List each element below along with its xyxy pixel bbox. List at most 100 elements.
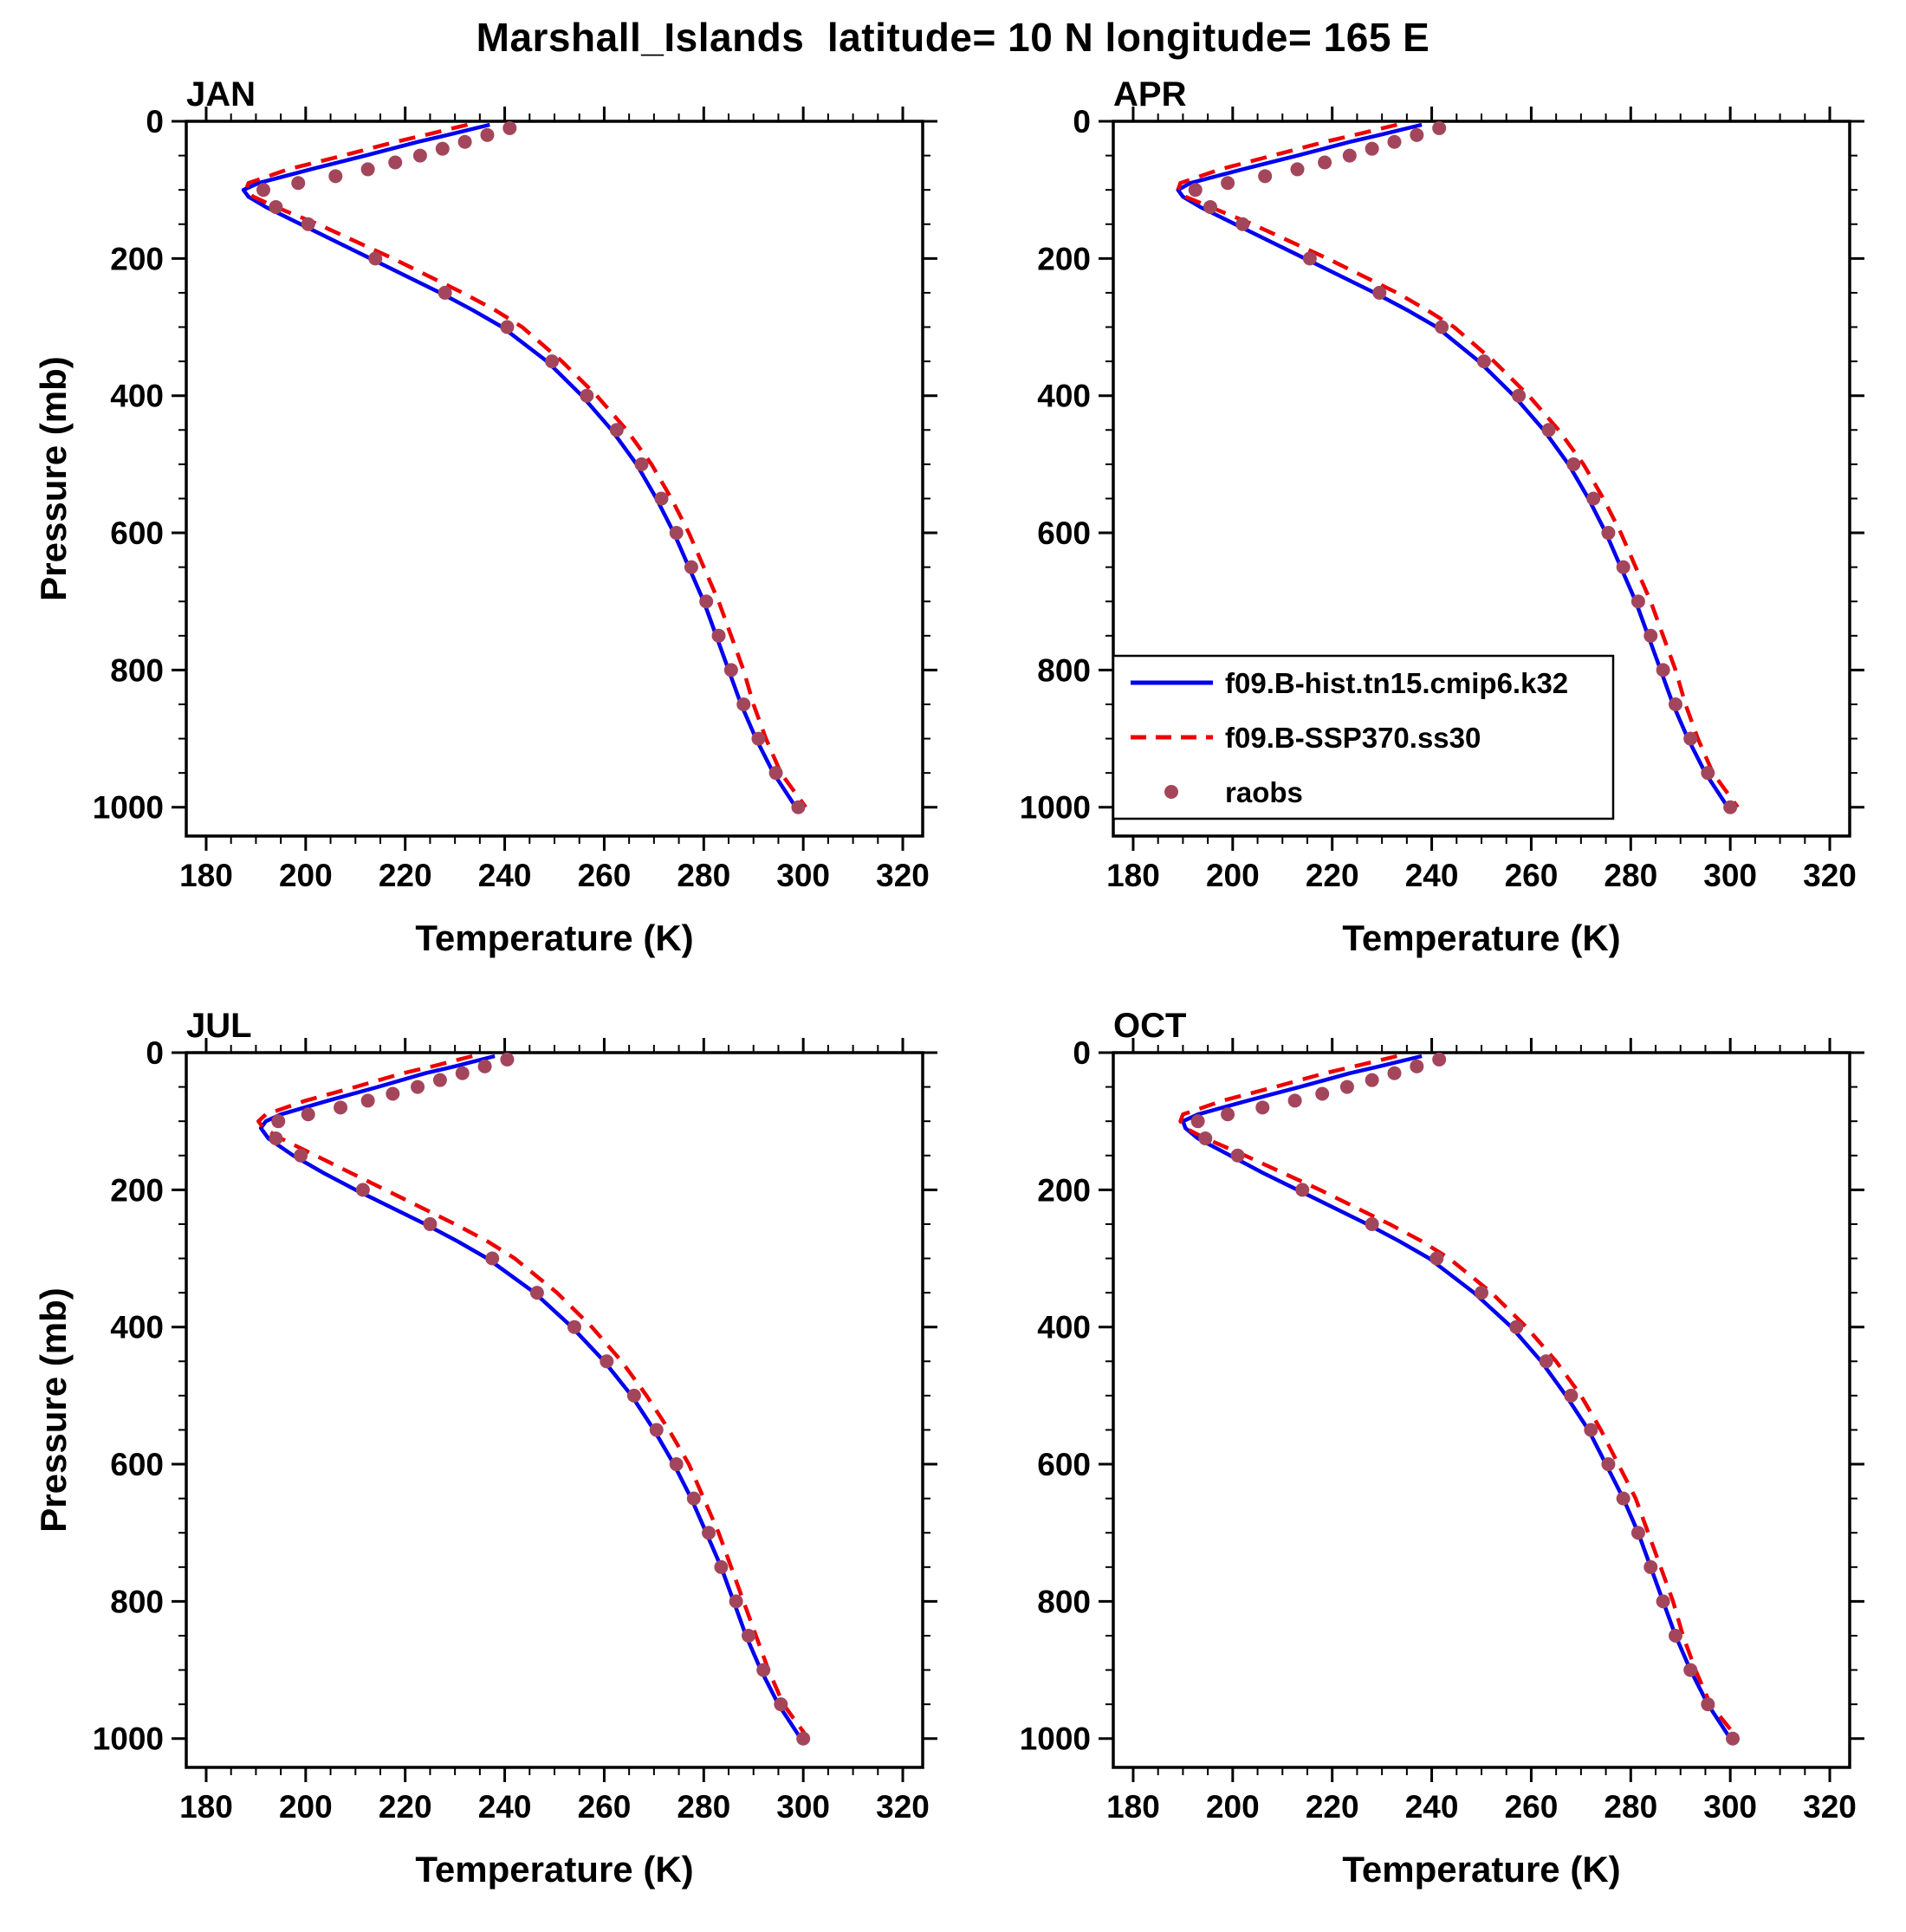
x-tick-label: 320 — [876, 1789, 930, 1825]
y-tick-label: 200 — [1037, 1172, 1091, 1208]
raobs-dot — [269, 199, 283, 214]
x-tick-label: 180 — [179, 1789, 233, 1825]
raobs-dot — [291, 176, 306, 191]
raobs-dot — [1435, 320, 1449, 334]
raobs-dot — [1586, 491, 1601, 506]
raobs-dot — [1683, 731, 1698, 746]
raobs-dot — [360, 162, 375, 177]
x-tick-label: 320 — [1803, 858, 1857, 893]
raobs-dot — [355, 1183, 370, 1197]
raobs-dots — [269, 1052, 811, 1746]
raobs-dot — [432, 1073, 447, 1087]
raobs-dot — [423, 1216, 438, 1231]
raobs-dot — [1512, 388, 1527, 403]
raobs-dot — [1566, 457, 1581, 471]
x-tick-label: 280 — [677, 858, 730, 893]
plot-frame — [185, 120, 924, 838]
panel-apr: 180 200 220 240 260 280 300 320 0 200 400 600 800 100… — [1020, 75, 1864, 958]
raobs-dot — [269, 1131, 283, 1145]
raobs-dot — [1365, 1216, 1379, 1231]
x-tick-label: 260 — [578, 1789, 632, 1825]
raobs-dot — [699, 594, 714, 609]
x-axis-label: Temperature (K) — [1342, 1849, 1620, 1890]
raobs-dot — [502, 120, 517, 135]
x-tick-label: 240 — [478, 858, 532, 893]
x-tick-label: 200 — [1206, 1789, 1260, 1825]
raobs-dot — [1430, 1251, 1444, 1266]
raobs-dot — [1315, 1086, 1330, 1101]
raobs-dot — [485, 1251, 500, 1266]
panel-oct: 180 200 220 240 260 280 300 320 0 200 400 600 800 100… — [1020, 1007, 1864, 1890]
raobs-dot — [1656, 663, 1670, 677]
x-axis-label: Temperature (K) — [1342, 917, 1620, 958]
raobs-dot — [729, 1594, 743, 1609]
y-tick-label: 0 — [146, 104, 164, 139]
raobs-dot — [1221, 1107, 1235, 1122]
raobs-dot — [1342, 148, 1357, 163]
raobs-dot — [1476, 354, 1491, 369]
raobs-dot — [480, 127, 495, 142]
y-tick-label: 800 — [1037, 652, 1091, 688]
raobs-dot — [684, 560, 698, 574]
raobs-dot — [1387, 134, 1402, 149]
x-tick-label: 180 — [1106, 858, 1160, 893]
raobs-dot — [1601, 1457, 1616, 1472]
raobs-dot — [1432, 1052, 1447, 1066]
legend-label: raobs — [1225, 776, 1303, 808]
raobs-dot — [1723, 800, 1738, 814]
raobs-dot — [411, 1079, 425, 1094]
y-tick-label: 800 — [110, 1584, 164, 1619]
y-tick-label: 400 — [110, 379, 164, 414]
y-axis-label: Pressure (mb) — [33, 1287, 74, 1532]
raobs-dot — [649, 1423, 664, 1437]
raobs-dot — [1339, 1079, 1354, 1094]
raobs-dot — [1290, 162, 1305, 177]
y-tick-label: 800 — [110, 652, 164, 688]
hist-line — [258, 1054, 803, 1740]
raobs-dot — [654, 491, 669, 506]
y-tick-label: 800 — [1037, 1584, 1091, 1619]
y-tick-label: 1000 — [93, 790, 164, 826]
raobs-dot — [500, 1052, 515, 1066]
panel-grid: 180 200 220 240 260 280 300 320 0 200 400 600 800 100… — [0, 69, 1906, 1932]
y-tick-label: 1000 — [93, 1721, 164, 1757]
raobs-dot — [686, 1491, 701, 1506]
y-tick-label: 0 — [1073, 104, 1091, 139]
raobs-dot — [1668, 1628, 1682, 1643]
raobs-dot — [768, 766, 783, 781]
raobs-dot — [580, 388, 594, 403]
y-tick-label: 600 — [1037, 515, 1091, 551]
raobs-dot — [756, 1663, 771, 1677]
raobs-dot — [294, 1148, 308, 1163]
raobs-dot — [736, 697, 751, 711]
raobs-dot — [1656, 1594, 1670, 1609]
raobs-dot — [1726, 1731, 1741, 1746]
x-tick-label: 280 — [677, 1789, 730, 1825]
panel-jan: 180 200 220 240 260 280 300 320 0 200 400 600 800 100… — [33, 75, 937, 958]
x-tick-label: 220 — [379, 1789, 432, 1825]
ssp370-line — [1176, 122, 1740, 809]
y-tick-label: 1000 — [1020, 1721, 1091, 1757]
raobs-dot — [529, 1286, 544, 1300]
raobs-dot — [545, 354, 560, 369]
raobs-dot — [388, 155, 403, 170]
raobs-dot — [1584, 1423, 1598, 1437]
raobs-dot — [626, 1388, 641, 1403]
raobs-dot — [412, 148, 427, 163]
raobs-dot — [1541, 423, 1556, 438]
raobs-dot — [1668, 697, 1682, 711]
raobs-dot — [774, 1697, 788, 1712]
y-tick-label: 600 — [110, 1447, 164, 1482]
y-tick-label: 1000 — [1020, 790, 1091, 826]
raobs-dot — [1630, 594, 1645, 609]
x-tick-label: 320 — [876, 858, 930, 893]
raobs-dot — [457, 134, 472, 149]
raobs-dots — [1188, 120, 1738, 814]
raobs-dot — [328, 169, 343, 184]
x-tick-label: 320 — [1803, 1789, 1857, 1825]
raobs-dot — [600, 1354, 614, 1369]
raobs-dot — [1287, 1093, 1302, 1108]
x-tick-label: 220 — [1306, 858, 1359, 893]
raobs-dot — [1509, 1319, 1524, 1334]
